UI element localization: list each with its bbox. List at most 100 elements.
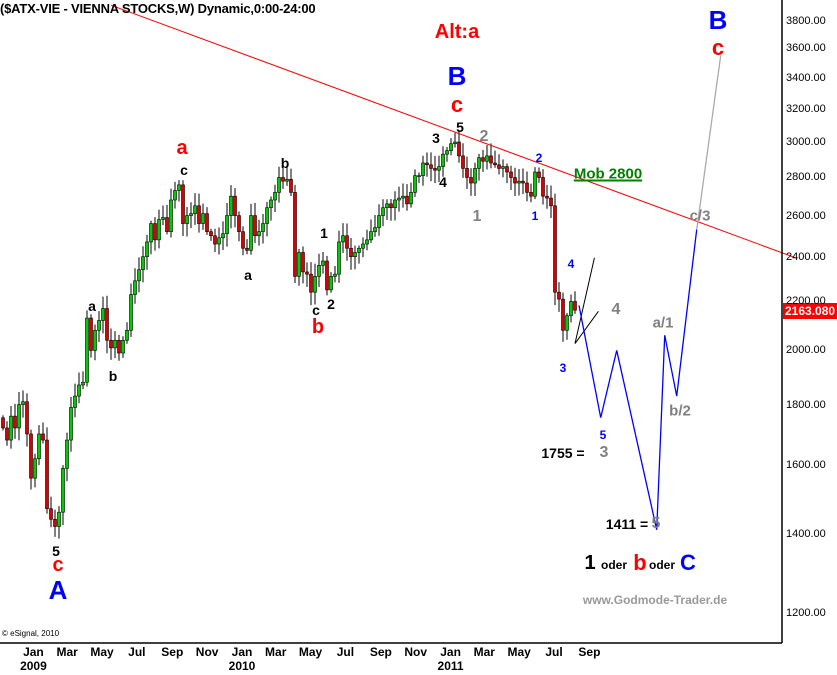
candle-body <box>233 195 237 216</box>
wave-label: 1411 = <box>605 516 649 532</box>
wave-label: 3 <box>432 130 440 146</box>
candle-body <box>141 256 145 271</box>
candle-body <box>437 166 441 171</box>
candle-body <box>361 243 365 249</box>
candle-body <box>433 168 437 171</box>
y-tick-label: 2200.00 <box>786 295 826 308</box>
y-tick-label: 2000.00 <box>786 344 826 357</box>
candle-body <box>257 231 261 237</box>
candle-body <box>189 213 193 216</box>
candle-body <box>565 315 569 331</box>
candle-body <box>365 239 369 245</box>
candle-body <box>105 308 109 341</box>
candle-body <box>425 162 429 166</box>
candle-body <box>157 219 161 241</box>
y-tick-label: 2400.00 <box>786 250 826 263</box>
x-tick-label: Mar <box>56 645 78 659</box>
wave-label: c <box>450 92 464 117</box>
x-tick-label: Jan <box>23 645 44 659</box>
candle-body <box>125 329 129 341</box>
candle-body <box>93 329 97 351</box>
wave-label: c <box>52 554 64 576</box>
candle-body <box>329 276 333 291</box>
candle-body <box>173 190 177 201</box>
wave-label: a <box>244 267 252 283</box>
candle-body <box>197 205 201 224</box>
candle-body <box>165 217 169 232</box>
wave-label: B <box>708 5 728 35</box>
wave-label: 1 <box>320 225 328 241</box>
wave-label: c <box>312 302 320 318</box>
candle-body <box>317 265 321 277</box>
candle-body <box>553 205 557 293</box>
x-tick-label: Jan <box>440 645 461 659</box>
candle-body <box>333 273 337 277</box>
candle-body <box>541 177 545 197</box>
candle-body <box>377 215 381 228</box>
copyright: © eSignal, 2010 <box>2 629 60 638</box>
candle-body <box>1 417 5 429</box>
wave-label: b/2 <box>669 402 691 420</box>
forecast-extension <box>696 55 722 230</box>
candle-body <box>341 235 345 243</box>
candle-body <box>357 247 361 253</box>
candle-body <box>441 153 445 167</box>
y-tick-label: 3600.00 <box>786 42 826 55</box>
candle-body <box>69 407 73 441</box>
candle-body <box>517 180 521 184</box>
candle-body <box>369 231 373 241</box>
candle-body <box>21 401 25 405</box>
y-tick-label: 3200.00 <box>786 102 826 115</box>
candle-body <box>449 143 453 151</box>
x-tick-label: Nov <box>404 645 428 659</box>
wave-label: 5 <box>599 428 607 442</box>
candle-body <box>477 157 481 169</box>
candle-body <box>101 308 105 321</box>
candle-body <box>533 171 537 197</box>
candle-body <box>469 177 473 184</box>
x-tick-label: May <box>507 645 531 659</box>
candle-body <box>281 177 285 182</box>
x-tick-label: Jul <box>336 645 355 659</box>
candle-body <box>217 237 221 245</box>
candle-body <box>205 213 209 232</box>
candle-body <box>177 184 181 191</box>
candle-body <box>277 177 281 193</box>
chart-title: ($ATX-VIE - VIENNA STOCKS,W) Dynamic,0:0… <box>0 1 316 16</box>
wave-label: 2 <box>479 128 489 145</box>
wave-label: oder <box>600 558 628 572</box>
candle-body <box>241 231 245 249</box>
candle-body <box>429 164 433 169</box>
candle-body <box>337 241 341 275</box>
wave-label: b <box>633 550 647 575</box>
candle-body <box>53 518 57 527</box>
candle-body <box>121 339 125 354</box>
candle-body <box>153 223 157 241</box>
candle-body <box>413 175 417 193</box>
candle-body <box>269 199 273 209</box>
candle-body <box>301 252 305 273</box>
candle-body <box>209 231 213 237</box>
wave-label: 4 <box>611 301 621 318</box>
candle-body <box>65 439 69 469</box>
x-tick-label: Mar <box>473 645 495 659</box>
candle-body <box>129 294 133 331</box>
candle-body <box>89 317 93 351</box>
candle-body <box>421 162 425 176</box>
wave-label: b <box>108 368 118 384</box>
x-tick-label: Nov <box>195 645 219 659</box>
x-tick-label: May <box>298 645 323 659</box>
candle-body <box>81 381 85 386</box>
wave-label: 5 <box>651 515 661 532</box>
wave-label: 1755 = <box>541 445 585 461</box>
candle-body <box>497 164 501 169</box>
forecast-path <box>578 229 698 530</box>
candle-body <box>253 215 257 237</box>
candle-body <box>501 166 505 169</box>
candle-body <box>161 217 165 220</box>
candle-body <box>57 511 61 527</box>
candle-body <box>221 233 225 239</box>
wave-label: 5 <box>456 119 464 135</box>
y-tick-label: 1800.00 <box>786 398 826 411</box>
x-year-label: 2009 <box>20 659 47 673</box>
